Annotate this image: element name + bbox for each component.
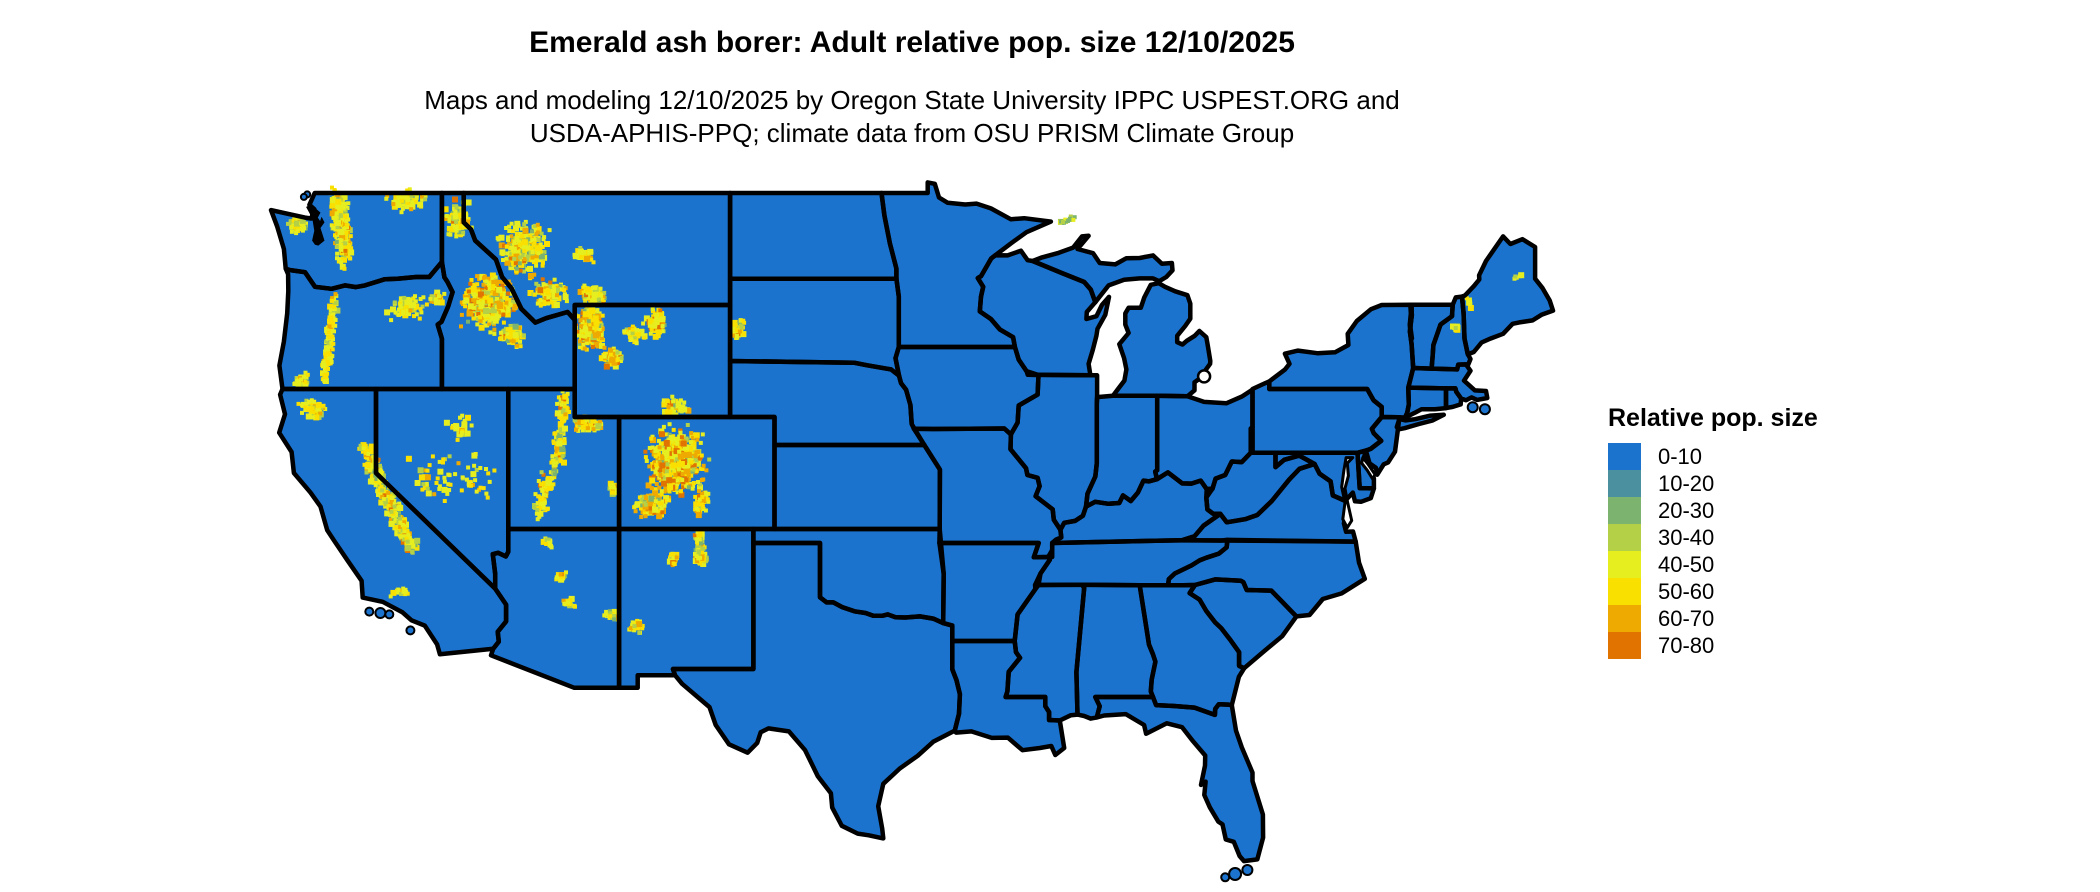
legend-entries: 0-10 10-20 20-30 30-40 40-50 50-60 60-70 70-80 — [1608, 443, 1920, 659]
legend-entry: 30-40 — [1608, 524, 1920, 551]
state-or — [279, 261, 453, 389]
legend-entry: 50-60 — [1608, 578, 1920, 605]
legend-swatch — [1608, 443, 1641, 470]
state-ind — [1086, 395, 1158, 507]
state-wi — [977, 250, 1109, 376]
state-milo — [1113, 283, 1211, 397]
state-me — [1462, 236, 1553, 355]
state-nc — [1168, 539, 1365, 617]
legend-entry-label: 0-10 — [1658, 443, 1703, 469]
legend-title: Relative pop. size — [1608, 404, 1818, 432]
state-fl — [1095, 697, 1264, 862]
islands — [299, 190, 1491, 883]
state-al — [1076, 584, 1156, 719]
state-tn — [1035, 539, 1228, 586]
state-border-miup — [1030, 233, 1175, 305]
water-chesapeake — [1340, 456, 1355, 530]
legend-entry: 60-70 — [1608, 605, 1920, 632]
state-borders — [268, 180, 1556, 864]
water-lake-st-clair — [1196, 369, 1212, 384]
island — [1220, 872, 1231, 883]
legend-entry: 20-30 — [1608, 497, 1920, 524]
state-ok — [753, 529, 944, 624]
legend-swatch — [1608, 497, 1641, 524]
island — [364, 606, 375, 617]
legend-swatch — [1608, 551, 1641, 578]
state-nh — [1431, 296, 1471, 370]
state-nj — [1363, 417, 1400, 475]
map-subtitle: Maps and modeling 12/10/2025 by Oregon S… — [0, 84, 1824, 150]
state-border-li — [1394, 412, 1447, 432]
legend-entry-label: 70-80 — [1658, 632, 1715, 658]
legend-swatch — [1608, 632, 1641, 659]
island — [1478, 403, 1491, 416]
state-ny — [1269, 304, 1414, 418]
state-border-milo — [1110, 280, 1213, 399]
water-delawareBay — [1360, 456, 1377, 481]
state-ky — [1052, 472, 1221, 543]
legend-entry-label: 50-60 — [1658, 578, 1715, 604]
island — [1241, 864, 1254, 876]
state-wy — [574, 305, 731, 417]
legend-swatch — [1608, 578, 1641, 605]
legend-entry: 70-80 — [1608, 632, 1920, 659]
map-subtitle-line2: USDA-APHIS-PPQ; climate data from OSU PR… — [529, 118, 1295, 148]
legend-entry: 0-10 — [1608, 443, 1920, 470]
state-border-nc — [1165, 537, 1368, 619]
legend-entry-label: 30-40 — [1658, 524, 1715, 550]
legend-swatch — [1608, 605, 1641, 632]
state-md — [1275, 452, 1374, 502]
legend-entry-label: 60-70 — [1658, 605, 1715, 631]
state-border-az — [488, 526, 622, 691]
state-border-fl — [1093, 694, 1266, 864]
legend-swatch — [1608, 470, 1641, 497]
state-ga — [1139, 585, 1245, 715]
state-id — [437, 193, 575, 389]
state-border-wi — [975, 248, 1112, 378]
state-border-tx — [670, 540, 963, 841]
island — [1466, 401, 1479, 414]
island — [405, 625, 416, 636]
legend-entry-label: 20-30 — [1658, 497, 1715, 523]
legend-entry: 40-50 — [1608, 551, 1920, 578]
map-subtitle-line1: Maps and modeling 12/10/2025 by Oregon S… — [424, 85, 1400, 115]
state-az — [491, 529, 620, 688]
state-wv — [1206, 427, 1315, 523]
water-overlays — [1196, 303, 1415, 530]
island — [374, 607, 387, 619]
state-il — [1010, 374, 1098, 530]
state-ia — [895, 347, 1039, 435]
island — [299, 192, 308, 201]
island — [1228, 867, 1243, 881]
state-ne — [730, 361, 925, 445]
state-ms — [1005, 584, 1085, 721]
state-ar — [939, 543, 1050, 641]
state-mn — [881, 182, 1051, 347]
map-title: Emerald ash borer: Adult relative pop. s… — [529, 26, 1295, 59]
island — [384, 609, 395, 620]
legend: Relative pop. size 0-10 10-20 20-30 30-40 40… — [1600, 404, 1920, 659]
state-miup — [1032, 235, 1173, 303]
legend-entry-label: 10-20 — [1658, 470, 1715, 496]
state-pa — [1252, 381, 1382, 453]
water-champlain — [1407, 303, 1415, 341]
state-border-me — [1459, 234, 1556, 357]
state-nd — [730, 193, 897, 279]
legend-entry: 10-20 — [1608, 470, 1920, 497]
state-mo — [913, 428, 1062, 558]
state-vt — [1409, 304, 1453, 369]
state-ks — [774, 445, 940, 529]
puget-sound — [306, 204, 325, 246]
state-nm — [619, 529, 754, 688]
legend-swatch — [1608, 524, 1641, 551]
state-sd — [730, 278, 899, 376]
legend-entry-label: 40-50 — [1658, 551, 1715, 577]
